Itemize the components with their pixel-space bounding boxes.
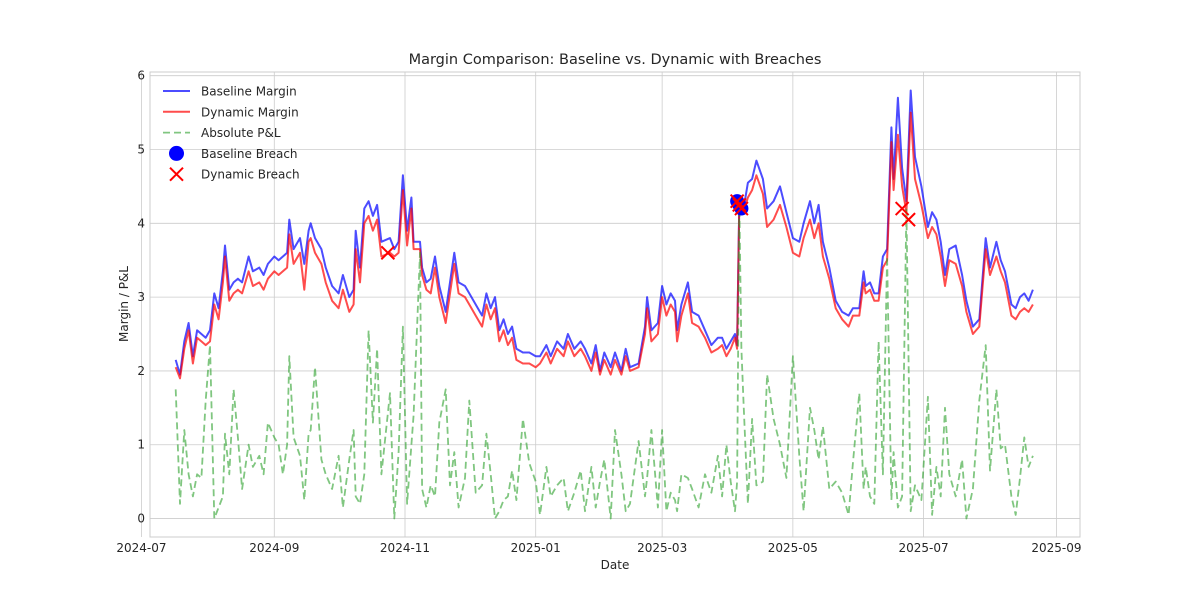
x-tick-label: 2025-05 — [768, 541, 818, 555]
legend-entry-baseline-margin: Baseline Margin — [163, 85, 297, 99]
legend-circle-swatch — [169, 145, 184, 161]
chart-title: Margin Comparison: Baseline vs. Dynamic … — [409, 52, 822, 68]
legend-entry-baseline-breach: Baseline Breach — [169, 145, 298, 161]
x-tick-label: 2024-09 — [249, 541, 299, 555]
x-axis-title: Date — [601, 558, 630, 572]
y-tick-label: 4 — [137, 216, 145, 230]
legend-label: Baseline Breach — [201, 147, 298, 161]
x-marker-stroke — [169, 166, 184, 182]
y-tick-label: 5 — [137, 143, 145, 157]
dynamic-margin-line — [174, 111, 1034, 380]
absolute-pl-line — [174, 200, 1034, 520]
x-tick-label: 2025-07 — [899, 541, 949, 555]
x-tick-label: 2025-09 — [1031, 541, 1081, 555]
y-tick-label: 6 — [137, 69, 145, 83]
dynamic-breach-point — [734, 201, 749, 216]
y-axis-title: Margin / P&L — [117, 266, 131, 342]
x-marker-stroke — [894, 201, 910, 216]
y-tick-label: 1 — [137, 438, 145, 452]
x-marker-stroke — [729, 193, 745, 209]
dynamic-breach-point — [729, 193, 745, 209]
x-tick-label: 2024-07 — [116, 541, 166, 555]
dynamic-breach-point — [901, 212, 916, 227]
y-tick-label: 3 — [137, 290, 145, 304]
x-marker-stroke — [380, 245, 396, 261]
legend-label: Dynamic Breach — [201, 168, 300, 182]
x-marker-stroke — [732, 197, 747, 213]
legend: Baseline Margin Dynamic Margin Absolute P&… — [163, 85, 300, 182]
plot-area — [150, 72, 1080, 537]
legend-entry-dynamic-breach: Dynamic Breach — [169, 166, 300, 182]
y-tick-label: 0 — [137, 512, 145, 526]
legend-entry-dynamic-margin: Dynamic Margin — [163, 105, 299, 119]
legend-x-swatch — [169, 166, 184, 182]
legend-label: Dynamic Margin — [201, 105, 299, 119]
y-axis: 0 1 2 3 4 5 6 — [137, 69, 145, 526]
x-tick-label: 2024-11 — [380, 541, 430, 555]
dynamic-breach-point — [732, 197, 747, 213]
x-marker-stroke — [734, 201, 749, 216]
x-tick-label: 2025-03 — [637, 541, 687, 555]
legend-label: Absolute P&L — [201, 126, 281, 140]
x-tick-label: 2025-01 — [511, 541, 561, 555]
series-layer — [174, 89, 1034, 520]
dynamic-breach-point — [894, 201, 910, 216]
dynamic-breach-point — [380, 245, 396, 261]
legend-label: Baseline Margin — [201, 85, 297, 99]
plot-frame — [149, 71, 1081, 538]
y-tick-label: 2 — [137, 364, 145, 378]
x-axis: 2024-07 2024-09 2024-11 2025-01 2025-03 2025-… — [116, 541, 1081, 555]
legend-entry-absolute-pl: Absolute P&L — [163, 126, 281, 140]
x-marker-stroke — [901, 212, 916, 227]
